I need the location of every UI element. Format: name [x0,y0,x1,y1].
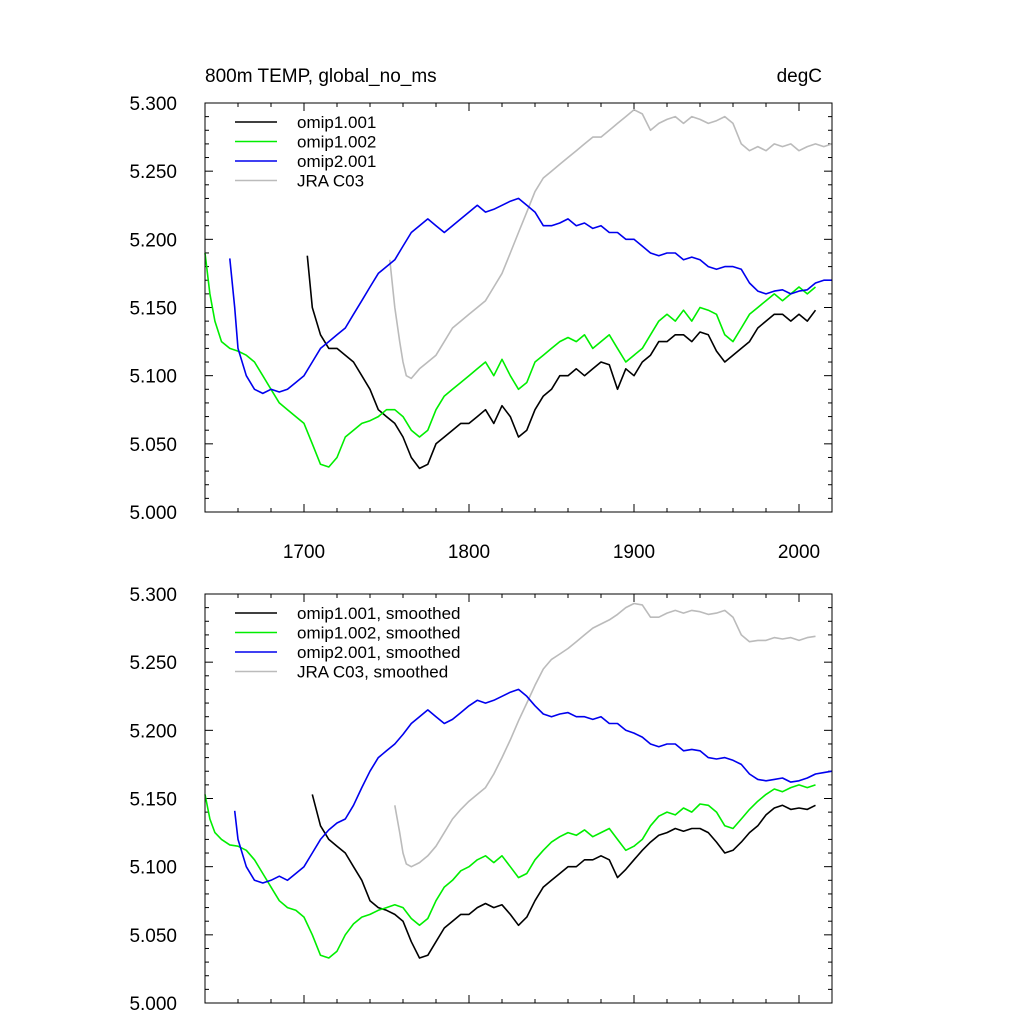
y-tick-label: 5.100 [129,858,177,879]
y-tick-label: 5.200 [129,721,177,742]
y-tick-label: 5.250 [129,653,177,674]
series-line-jra-c03-smoothed [394,602,816,868]
units-label: degC [777,66,822,87]
y-axis-labels: 5.000 5.050 5.100 5.150 5.200 5.250 5.300 [129,585,177,1015]
y-tick-label: 5.200 [129,230,177,251]
series-line-omip2-001 [229,197,832,395]
y-tick-label: 5.150 [129,790,177,811]
legend-label: JRA C03 [297,172,364,191]
x-tick-label: 1900 [613,542,655,563]
y-tick-label: 5.300 [129,94,177,115]
plot-frame [204,593,833,1004]
y-tick-label: 5.150 [129,299,177,320]
legend-label: omip1.001 [297,113,376,132]
series-line-omip2-001-smoothed [233,688,833,884]
panel-title: 800m TEMP, global_no_ms [205,66,437,87]
series-group [204,109,833,470]
series-line-omip1-002 [204,252,817,468]
series-line-omip1-001-smoothed [311,794,816,959]
legend-label: omip2.001 [297,152,376,171]
y-tick-label: 5.050 [129,435,177,456]
legend-label: omip2.001, smoothed [297,643,461,662]
y-axis-labels: 5.000 5.050 5.100 5.150 5.200 5.250 5.300 [129,94,177,524]
x-tick-label: 2000 [778,542,820,563]
plot-frame [204,102,833,513]
bottom-panel: 5.000 5.050 5.100 5.150 5.200 5.250 5.300 omip… [129,585,833,1015]
x-axis-labels: 1700 1800 1900 2000 [283,542,820,563]
y-tick-label: 5.100 [129,367,177,388]
series-line-omip1-002-smoothed [204,784,816,959]
series-group [204,602,833,959]
series-line-omip1-001 [306,255,817,470]
legend-label: omip1.002, smoothed [297,624,461,643]
series-line-jra-c03 [389,109,833,380]
x-tick-label: 1800 [448,542,490,563]
legend-label: omip1.001, smoothed [297,604,461,623]
y-tick-label: 5.250 [129,162,177,183]
legend-label: JRA C03, smoothed [297,663,448,682]
axis-ticks [204,593,833,1004]
top-panel: 800m TEMP, global_no_ms degC 5.0005.0505… [129,66,833,563]
x-tick-label: 1700 [283,542,325,563]
y-tick-label: 5.000 [129,994,177,1015]
y-tick-label: 5.300 [129,585,177,606]
y-tick-label: 5.050 [129,926,177,947]
legend-label: omip1.002 [297,133,376,152]
y-tick-label: 5.000 [129,503,177,524]
